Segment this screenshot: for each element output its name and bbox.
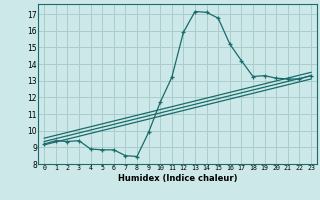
X-axis label: Humidex (Indice chaleur): Humidex (Indice chaleur) [118,174,237,183]
